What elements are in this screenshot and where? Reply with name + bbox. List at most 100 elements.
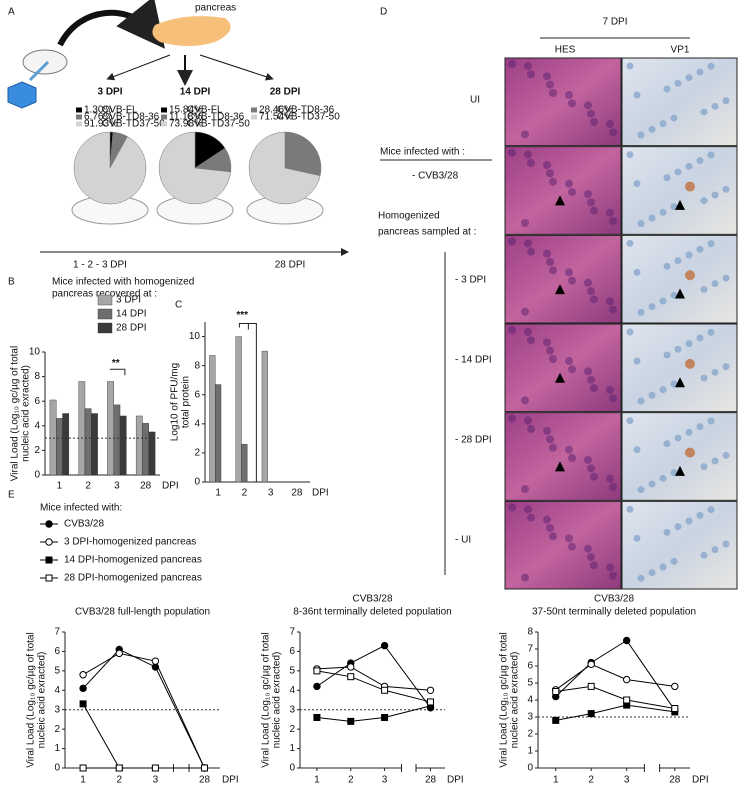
y-tick-label: 1 — [289, 743, 295, 754]
legend-swatch — [97, 308, 113, 320]
bar — [107, 381, 114, 476]
x-tick-label: 3 — [624, 775, 630, 786]
cell — [524, 239, 532, 248]
cell — [590, 384, 598, 392]
timeline-label: 28 DPI — [275, 260, 306, 271]
x-axis-label: DPI — [312, 488, 329, 499]
cell — [549, 177, 557, 186]
legend-swatch — [97, 294, 113, 306]
cell — [606, 120, 614, 128]
vp1-stain — [685, 447, 695, 458]
bar — [113, 404, 121, 476]
marker — [45, 520, 53, 528]
marker — [347, 673, 355, 681]
y-tick-label: 3 — [54, 704, 60, 715]
legend-swatch — [76, 114, 82, 120]
nucleus — [626, 328, 634, 336]
panel-label: E — [8, 490, 15, 501]
panel-a-art — [7, 0, 349, 256]
y-tick-label: 0 — [527, 763, 533, 774]
x-tick-label: 2 — [348, 775, 354, 786]
nucleus — [637, 574, 645, 582]
cell — [590, 295, 598, 304]
marker — [201, 764, 208, 772]
significance-bracket — [238, 322, 257, 482]
nucleus — [626, 505, 634, 513]
cell — [521, 130, 529, 139]
marker — [115, 649, 123, 658]
nucleus — [637, 397, 645, 405]
y-axis-label: Viral Load (Log₁₀ gc/µg of total — [261, 632, 272, 767]
nucleus — [663, 262, 671, 270]
nucleus — [670, 557, 678, 565]
y-tick-label: 5 — [54, 665, 60, 676]
nucleus — [663, 528, 671, 536]
bar — [119, 415, 127, 476]
x-axis-label: DPI — [692, 775, 709, 786]
bar — [142, 423, 149, 476]
nucleus — [633, 268, 641, 276]
series-line — [555, 704, 675, 721]
legend-label: 3 DPI-homogenized pancreas — [64, 537, 196, 548]
cell — [508, 503, 516, 512]
nucleus — [633, 91, 641, 99]
bar — [135, 415, 143, 476]
nucleus — [696, 423, 704, 431]
nucleus — [674, 79, 682, 87]
row-label: - UI — [455, 535, 471, 546]
marker — [347, 717, 355, 725]
nucleus — [648, 391, 656, 399]
nucleus — [659, 297, 667, 305]
y-tick-label: 8 — [527, 627, 533, 638]
nucleus — [700, 551, 708, 559]
cell — [568, 99, 576, 108]
cell — [609, 483, 617, 491]
pie-legend-label: CVB-TD8-36 — [102, 112, 160, 123]
chart-title: 37-50nt terminally deleted population — [532, 607, 696, 618]
nucleus — [659, 474, 667, 482]
timepoint-label: 3 DPI — [97, 87, 122, 98]
y-tick-label: 2 — [54, 724, 60, 735]
y-tick-label: 3 — [289, 704, 295, 715]
panel-d-art — [380, 37, 690, 575]
y-tick-label: 2 — [34, 445, 40, 456]
nucleus — [700, 108, 708, 116]
nucleus — [685, 428, 693, 436]
bar — [56, 418, 63, 476]
marker — [45, 538, 53, 546]
pie-slice — [158, 131, 232, 205]
x-axis-label: DPI — [222, 775, 239, 786]
y-axis-label: Viral Load (Log₁₀ gc/µg of total — [499, 632, 510, 767]
y-tick-label: 1 — [527, 746, 533, 757]
pie-slice — [284, 131, 322, 177]
cell — [590, 206, 598, 215]
cell — [543, 161, 551, 169]
marker — [622, 636, 631, 645]
nucleus — [711, 457, 719, 465]
nucleus — [696, 245, 704, 253]
row-label: - CVB3/28 — [412, 171, 459, 182]
y-tick-label: 2 — [289, 724, 295, 735]
cell — [508, 326, 516, 334]
y-tick-label: 0 — [194, 477, 200, 488]
chart-title: 8-36nt terminally deleted population — [293, 607, 451, 618]
cell — [546, 524, 554, 532]
y-tick-label: 10 — [29, 347, 41, 358]
timeline-label: 1 - 2 - 3 DPI — [73, 260, 127, 271]
marker — [587, 660, 595, 668]
nucleus — [707, 506, 715, 514]
nucleus — [711, 280, 719, 288]
x-tick-label: 28 — [669, 775, 681, 786]
y-tick-label: 1 — [54, 743, 60, 754]
nucleus — [674, 168, 682, 176]
cell — [521, 573, 529, 582]
nucleus — [663, 85, 671, 93]
significance-label: *** — [236, 310, 248, 321]
group-label: Homogenized — [378, 211, 440, 222]
vp1-image — [621, 412, 738, 501]
marker — [79, 684, 87, 693]
column-header: VP1 — [671, 45, 690, 56]
cell — [609, 394, 617, 403]
y-tick-label: 2 — [194, 448, 200, 459]
